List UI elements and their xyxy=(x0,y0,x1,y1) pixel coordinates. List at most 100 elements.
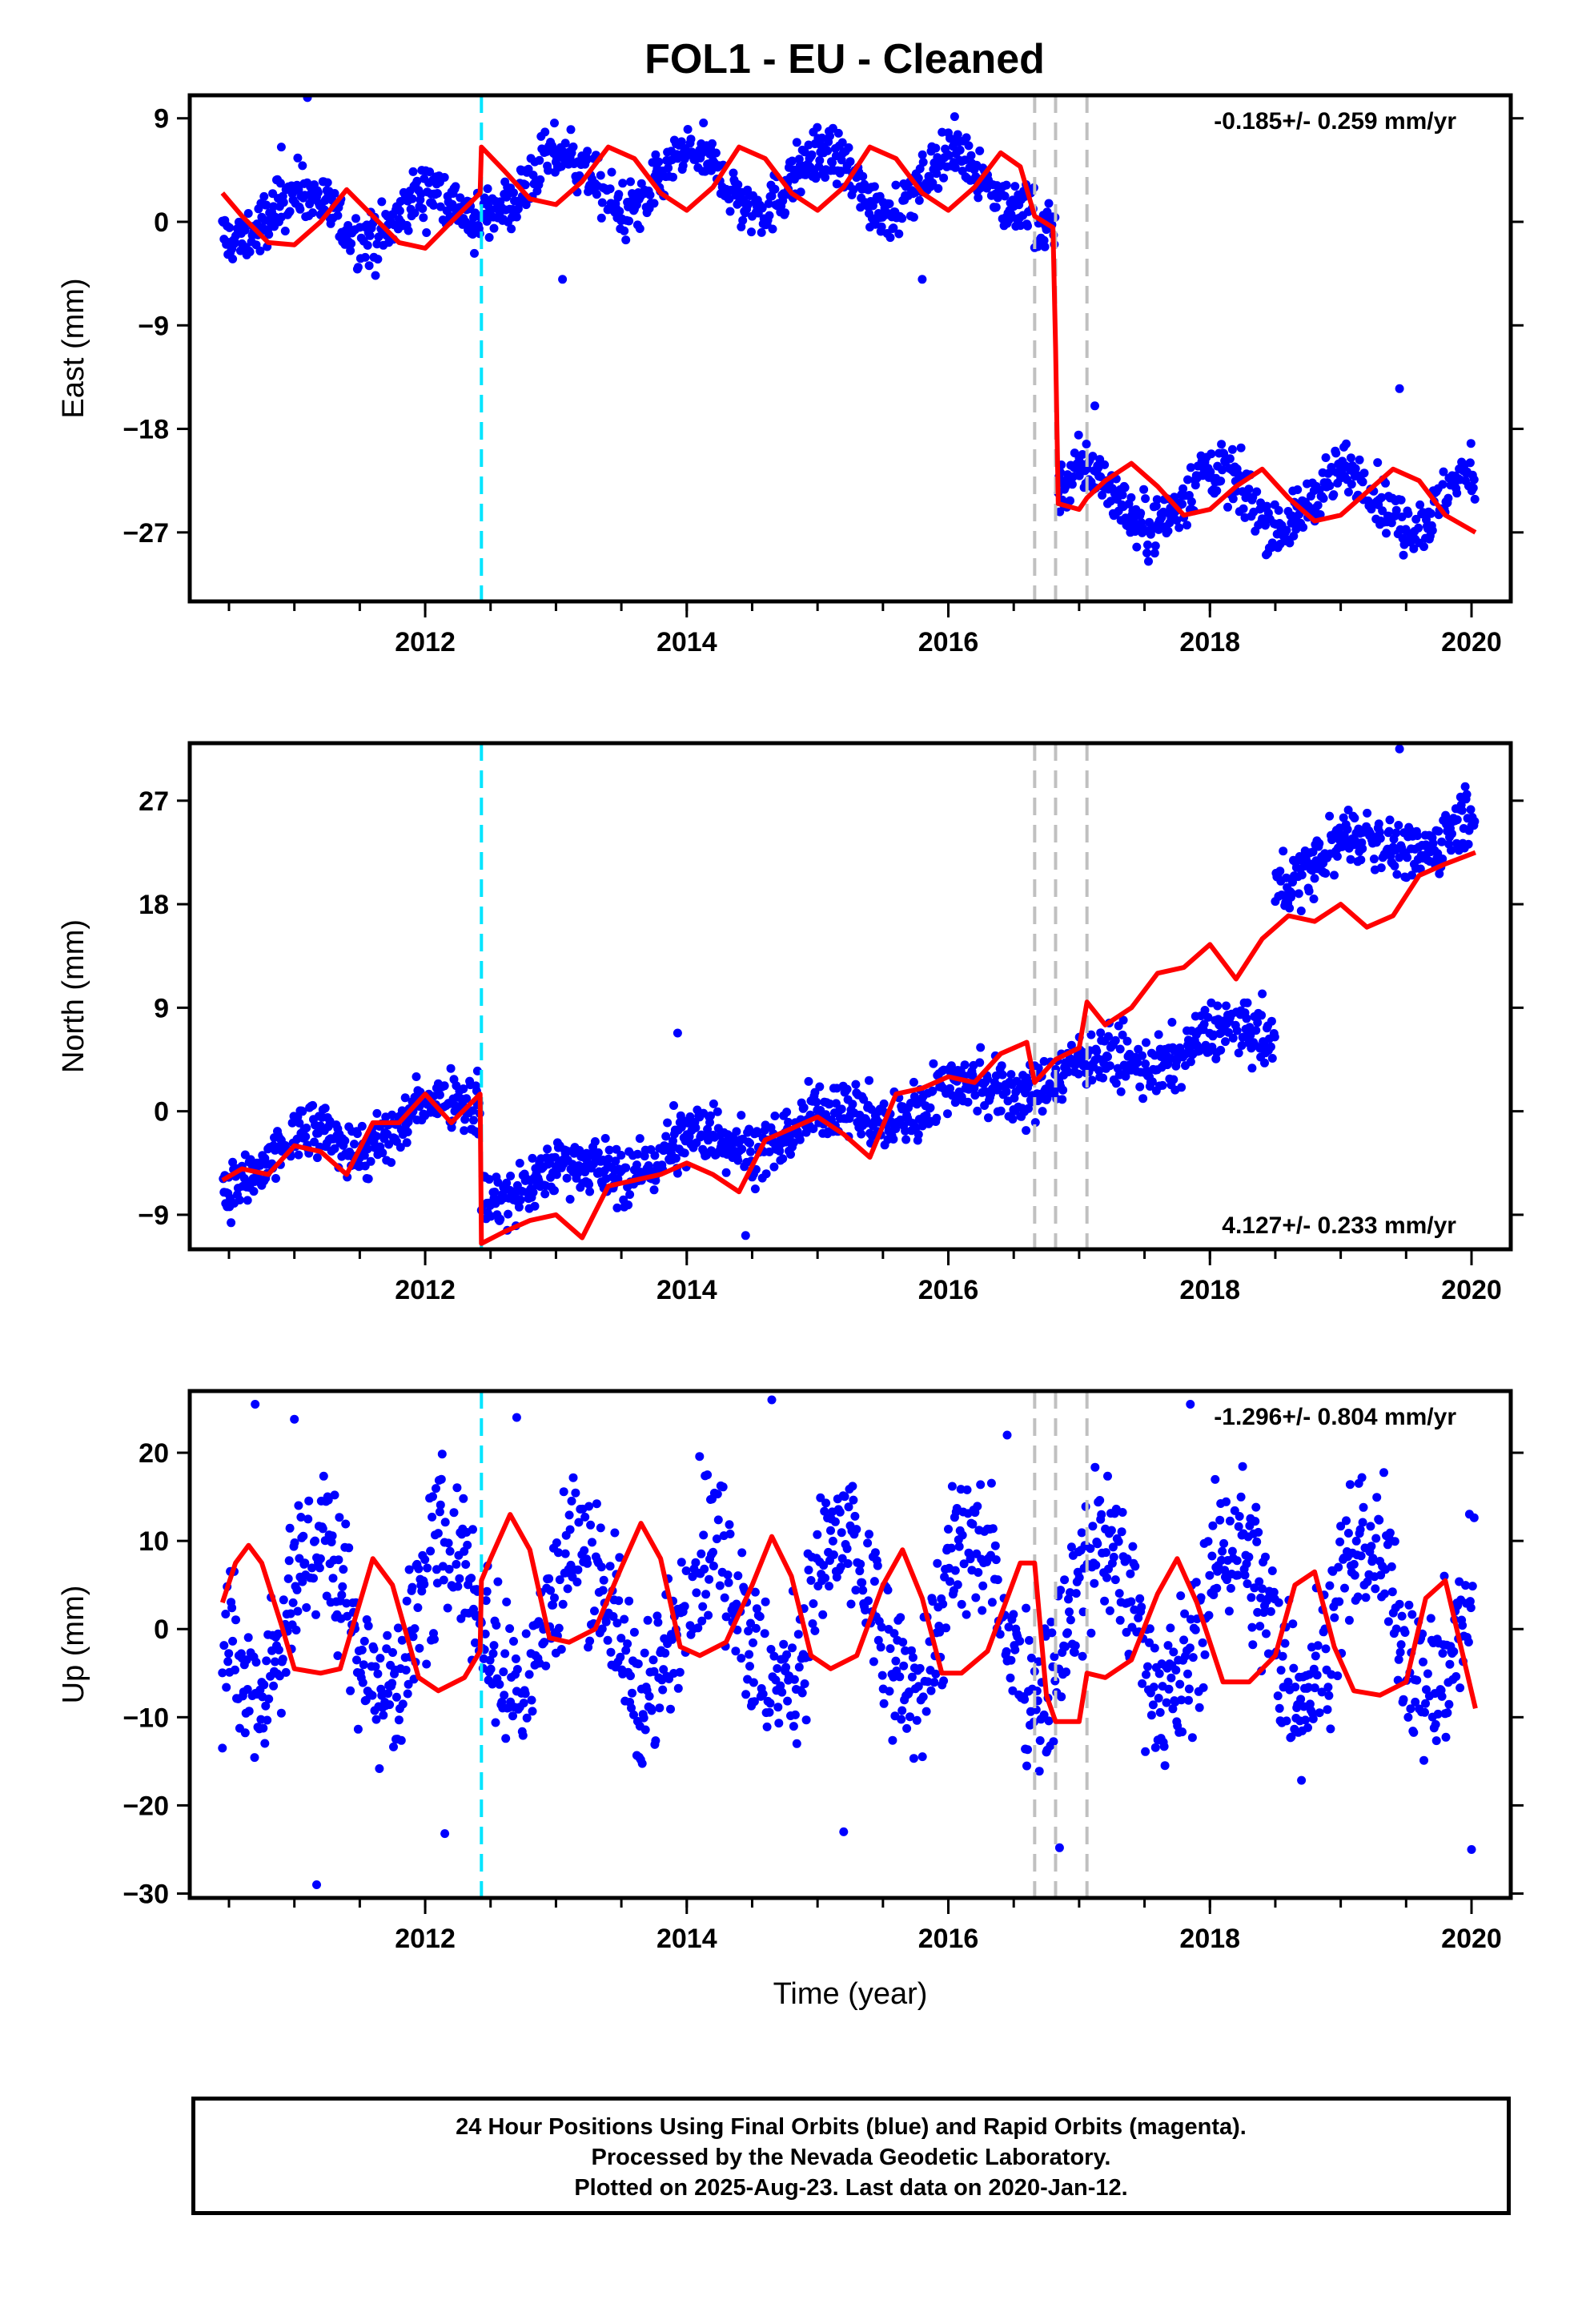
data-point xyxy=(304,1496,314,1506)
data-point xyxy=(489,1641,499,1651)
data-point xyxy=(279,1595,288,1605)
data-point xyxy=(484,233,494,242)
data-point xyxy=(294,1501,303,1510)
data-point xyxy=(430,1634,439,1644)
data-point xyxy=(550,1186,559,1196)
data-point xyxy=(792,138,801,147)
data-point xyxy=(470,248,479,258)
data-point xyxy=(1222,1001,1231,1011)
data-point xyxy=(1149,1683,1158,1692)
data-point xyxy=(873,1635,883,1645)
data-point xyxy=(606,1647,616,1657)
data-point xyxy=(1443,493,1453,503)
y-tick-label: 0 xyxy=(154,1097,169,1128)
data-point xyxy=(1205,1570,1215,1580)
data-point xyxy=(1225,454,1235,464)
data-point xyxy=(888,1735,897,1745)
data-point xyxy=(493,1577,503,1586)
data-point xyxy=(1305,1699,1315,1709)
data-point xyxy=(300,1558,310,1568)
data-point xyxy=(998,1070,1007,1080)
data-point xyxy=(747,227,756,237)
data-point xyxy=(1143,540,1152,549)
data-point xyxy=(1336,1522,1346,1531)
data-point xyxy=(1006,1655,1016,1665)
data-point xyxy=(343,221,353,230)
data-point xyxy=(706,1111,715,1120)
data-point xyxy=(818,1610,828,1619)
data-point xyxy=(290,1538,299,1547)
data-point xyxy=(1438,1649,1447,1658)
data-point xyxy=(333,211,343,220)
data-point xyxy=(1452,815,1462,825)
data-point xyxy=(654,157,664,167)
data-point xyxy=(278,1655,287,1664)
data-point xyxy=(1435,869,1444,879)
data-point xyxy=(1213,1001,1223,1011)
data-point xyxy=(500,1691,509,1700)
data-point xyxy=(825,1099,834,1108)
data-point xyxy=(1330,1613,1339,1622)
data-point xyxy=(420,1579,429,1589)
data-point xyxy=(1121,1072,1130,1081)
data-point xyxy=(885,233,895,243)
data-point xyxy=(235,1196,244,1204)
data-point xyxy=(1234,1522,1243,1531)
data-point xyxy=(1255,1622,1265,1631)
data-point xyxy=(400,1093,410,1103)
data-point xyxy=(966,1554,975,1564)
data-point xyxy=(1126,1597,1136,1606)
data-point xyxy=(792,1739,801,1748)
data-point xyxy=(1470,817,1480,826)
data-point xyxy=(444,1538,453,1548)
data-point xyxy=(315,1554,325,1563)
data-point xyxy=(509,188,518,198)
data-point xyxy=(565,1195,575,1204)
data-point xyxy=(1260,1058,1269,1068)
data-point xyxy=(1150,1743,1160,1752)
data-point xyxy=(1191,1578,1201,1587)
data-point xyxy=(504,1209,513,1219)
data-point xyxy=(330,1144,339,1153)
data-point xyxy=(1054,1843,1064,1852)
data-point xyxy=(1399,550,1408,560)
data-point xyxy=(973,1106,982,1116)
data-point xyxy=(1039,1056,1049,1066)
data-point xyxy=(1219,1538,1229,1548)
data-point xyxy=(859,1095,869,1104)
data-point xyxy=(745,1662,754,1671)
data-point xyxy=(1110,1035,1120,1045)
data-point xyxy=(512,212,521,222)
data-point xyxy=(490,1188,500,1196)
data-point xyxy=(221,1610,231,1618)
data-point xyxy=(1198,1638,1207,1647)
data-point xyxy=(295,1118,304,1128)
data-point xyxy=(1090,401,1099,411)
data-point xyxy=(746,1147,755,1156)
data-point xyxy=(753,1128,762,1138)
data-point xyxy=(931,143,941,153)
data-point xyxy=(1015,1636,1025,1646)
data-point xyxy=(1221,1037,1230,1047)
data-point xyxy=(1282,873,1291,883)
data-point xyxy=(1108,1542,1118,1552)
data-point xyxy=(703,1124,713,1134)
data-point xyxy=(761,1169,771,1179)
data-point xyxy=(1333,1671,1343,1681)
data-point xyxy=(1275,1703,1284,1713)
data-point xyxy=(709,1547,717,1557)
data-point xyxy=(1118,490,1127,500)
data-point xyxy=(518,1731,528,1740)
data-point xyxy=(1349,1559,1359,1569)
data-point xyxy=(962,1485,972,1494)
data-point xyxy=(1141,494,1150,504)
data-point xyxy=(984,1113,993,1123)
data-point xyxy=(1428,838,1438,848)
data-point xyxy=(793,1630,803,1639)
data-point xyxy=(298,1107,307,1116)
data-point xyxy=(703,1470,713,1480)
data-point xyxy=(825,1582,833,1591)
data-point xyxy=(1066,1615,1075,1625)
data-point xyxy=(1235,1512,1244,1521)
data-point xyxy=(330,1490,339,1500)
